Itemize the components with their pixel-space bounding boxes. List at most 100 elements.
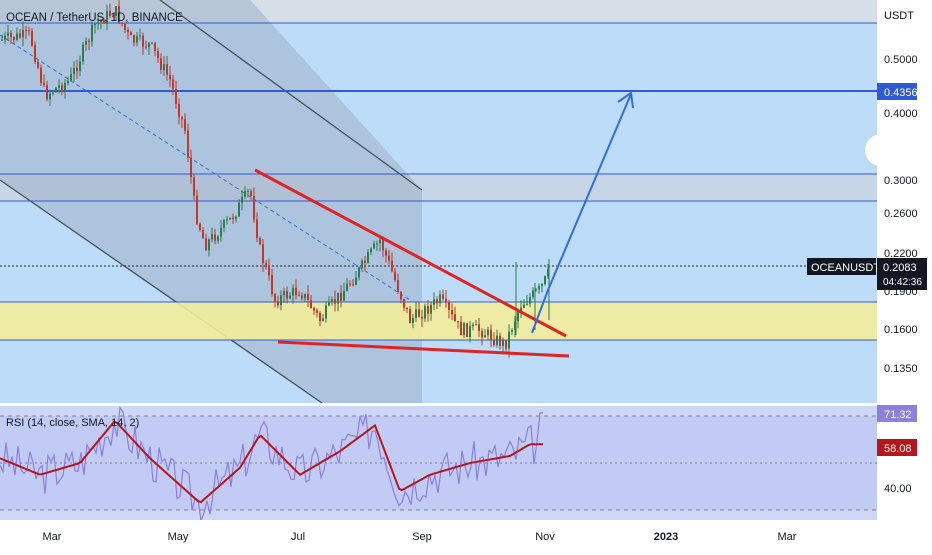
candle-body: [85, 40, 87, 45]
candle-body: [16, 33, 18, 40]
candle-body: [382, 239, 384, 251]
candle-body: [121, 22, 123, 24]
candle-body: [412, 317, 414, 324]
pane-separator[interactable]: [0, 403, 877, 406]
price-tick-0300: 0.3000: [884, 175, 918, 187]
candle-body: [505, 340, 507, 349]
candle-body: [148, 42, 150, 48]
last-price-value: 0.2083: [883, 262, 917, 274]
candle-body: [130, 32, 132, 36]
candle-body: [103, 20, 105, 24]
forecast-arrowhead[interactable]: [617, 91, 634, 109]
candle-body: [415, 309, 417, 318]
candle-body: [388, 255, 390, 261]
candle-body: [337, 292, 339, 304]
candle-body: [508, 331, 510, 349]
time-label-jul: Jul: [291, 531, 305, 543]
rsi-ma-line[interactable]: [0, 420, 543, 504]
candle-body: [250, 190, 252, 196]
candle-body: [448, 302, 450, 310]
candle-body: [100, 20, 102, 23]
candle-body: [511, 329, 513, 332]
candle-body: [238, 202, 240, 217]
candle-body: [490, 329, 492, 341]
candle-body: [268, 266, 270, 276]
candle-body: [178, 104, 180, 117]
candle-body: [379, 239, 381, 244]
target-level-badge[interactable]: [877, 83, 917, 100]
candle-body: [214, 234, 216, 241]
candle-body: [517, 311, 519, 322]
candle-body: [409, 308, 411, 324]
channel-mid-line[interactable]: [0, 34, 411, 301]
candle-body: [280, 295, 282, 306]
candle-body: [454, 314, 456, 322]
candle-body: [373, 243, 375, 249]
candle-body: [472, 324, 474, 327]
candle-body: [181, 116, 183, 120]
channel-upper-line[interactable]: [159, 0, 423, 191]
candle-body: [367, 252, 369, 263]
candle-body: [535, 289, 537, 291]
support-zone[interactable]: [0, 302, 877, 340]
candle-body: [481, 330, 483, 338]
candle-body: [349, 283, 351, 285]
candle-body: [136, 36, 138, 43]
candle-body: [547, 269, 549, 277]
candle-body: [439, 294, 441, 304]
candle-body: [301, 295, 303, 299]
target-level-value: 0.4356: [884, 87, 918, 99]
time-label-mar: Mar: [43, 531, 62, 543]
candle-body: [175, 88, 177, 105]
rsi-value-badge[interactable]: [877, 405, 917, 422]
candle-body: [34, 45, 36, 62]
candle-body: [127, 29, 129, 33]
candle-body: [94, 24, 96, 26]
candle-body: [118, 6, 120, 23]
candle-body: [184, 119, 186, 131]
candle-body: [76, 67, 78, 72]
candle-body: [358, 267, 360, 278]
candle-body: [115, 6, 117, 17]
candle-body: [445, 298, 447, 303]
forecast-arrow[interactable]: [531, 93, 632, 334]
wedge-lower-line[interactable]: [277, 340, 570, 358]
time-label-nov: Nov: [535, 531, 555, 543]
rsi-title[interactable]: RSI (14, close, SMA, 14, 2): [6, 417, 139, 429]
candle-body: [241, 196, 243, 203]
candle-body: [469, 326, 471, 337]
candle-body: [265, 263, 267, 267]
wedge-upper-line[interactable]: [254, 168, 567, 338]
candle-body: [139, 35, 141, 37]
candle-body: [25, 29, 27, 31]
candle-body: [493, 340, 495, 345]
candle-body: [319, 312, 321, 321]
candle-body: [466, 323, 468, 337]
candle-body: [61, 85, 63, 92]
time-label-may: May: [168, 531, 189, 543]
candle-body: [328, 301, 330, 306]
candle-body: [205, 238, 207, 251]
candle-body: [484, 335, 486, 338]
candle-body: [544, 276, 546, 285]
candle-body: [313, 308, 315, 311]
candle-body: [370, 248, 372, 253]
rsi-ma-badge[interactable]: [877, 439, 917, 456]
symbol-title[interactable]: OCEAN / TetherUS, 1D, BINANCE: [6, 12, 183, 24]
ticker-badge[interactable]: [807, 258, 876, 275]
candle-body: [418, 309, 420, 317]
candle-body: [163, 64, 165, 70]
candle-body: [31, 30, 33, 46]
last-price-badge[interactable]: [877, 258, 927, 290]
candle-body: [421, 316, 423, 319]
candle-body: [67, 80, 69, 83]
candle-body: [424, 306, 426, 319]
candle-body: [73, 67, 75, 75]
candle-body: [145, 46, 147, 48]
candle-body: [19, 33, 21, 38]
candle-body: [208, 239, 210, 251]
time-axis[interactable]: [0, 520, 877, 550]
channel-lower-line[interactable]: [0, 179, 323, 404]
